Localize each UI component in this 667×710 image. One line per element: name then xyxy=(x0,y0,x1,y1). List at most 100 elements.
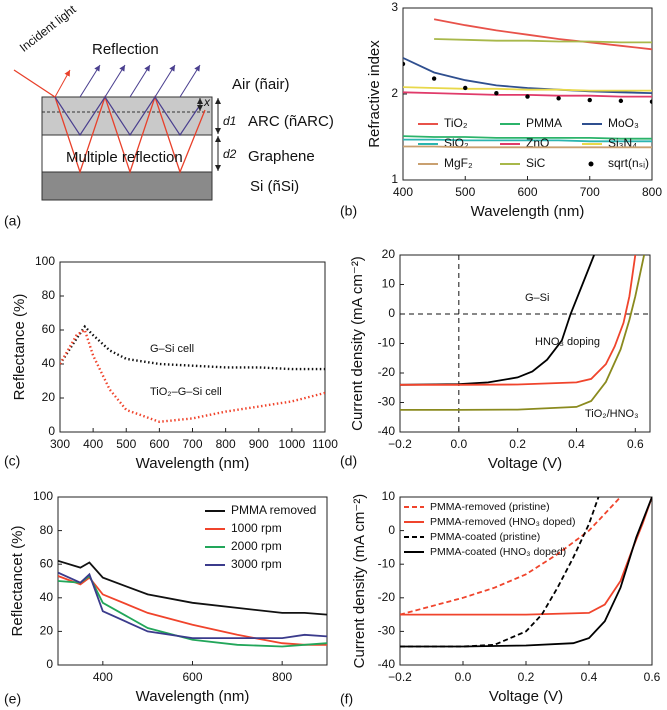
reflected-ray xyxy=(104,64,126,98)
y-tick-label: 20 xyxy=(382,247,396,261)
layer-label: ARC (ñARC) xyxy=(248,113,334,130)
legend-label: MgF₂ xyxy=(444,156,473,170)
y-tick-label: 60 xyxy=(42,322,56,336)
series-line xyxy=(400,255,637,386)
series-line xyxy=(403,145,652,149)
x-tick-label: 500 xyxy=(116,437,136,451)
data-point xyxy=(463,85,468,91)
si-layer xyxy=(41,171,213,201)
data-point xyxy=(618,98,624,104)
y-tick-label: -10 xyxy=(378,336,396,350)
series-line xyxy=(58,559,327,616)
legend-label: PMMA xyxy=(526,116,562,130)
legend-label: TiO₂ xyxy=(444,116,468,130)
plot-frame xyxy=(399,254,651,433)
y-tick-label: 100 xyxy=(35,254,55,268)
series-line xyxy=(400,497,652,648)
layer-label: Graphene xyxy=(248,148,315,165)
y-tick-label: -40 xyxy=(378,424,396,438)
series-line xyxy=(58,575,327,646)
y-axis-title: Current density (mA cm⁻²) xyxy=(351,494,368,669)
chart-panel: −0.2 0.0 0.2 0.4 0.6 -40 -30 -20 -10 0 10 20 Voltage… xyxy=(340,247,651,472)
x-tick-label: 800 xyxy=(272,670,292,684)
legend-label: PMMA-removed (HNO₃ doped) xyxy=(430,516,575,528)
x-tick-label: 500 xyxy=(455,185,475,199)
y-tick-label: -30 xyxy=(378,395,396,409)
series-line xyxy=(434,38,652,44)
series-line xyxy=(433,18,652,51)
chart-panel: −0.2 0.0 0.2 0.4 0.6 -40 -30 -20 -10 0 10 Voltage (… xyxy=(340,489,661,707)
x-axis-title: Voltage (V) xyxy=(489,688,563,705)
panel-label: (d) xyxy=(340,453,357,469)
y-tick-label: 10 xyxy=(382,277,396,291)
legend-label: PMMA-coated (HNO₃ doped) xyxy=(430,546,566,558)
x-tick-label: 1000 xyxy=(279,437,306,451)
light-path xyxy=(13,69,206,175)
data-point xyxy=(431,76,437,81)
panel-label: (b) xyxy=(340,203,357,219)
y-tick-label: 3 xyxy=(391,0,398,14)
diagram: Incident light Reflection Air (ñair) ARC… xyxy=(4,2,334,229)
x-tick-label: 400 xyxy=(93,670,113,684)
dimension-label: d1 xyxy=(223,114,236,128)
series-line xyxy=(403,138,652,143)
x-tick-label: 700 xyxy=(182,437,202,451)
y-tick-label: -30 xyxy=(378,624,396,638)
y-tick-label: 40 xyxy=(42,356,56,370)
y-tick-label: -20 xyxy=(378,365,396,379)
series-line xyxy=(403,135,652,140)
y-tick-label: 60 xyxy=(40,556,54,570)
chart-panel: 400 600 800 0 20 40 60 80 100 Wavelength (nm) Refl… xyxy=(4,489,328,707)
dimension-label: x xyxy=(203,95,211,109)
reflected-ray xyxy=(79,64,101,98)
legend-label: SiC xyxy=(526,156,546,170)
data-point xyxy=(403,61,406,67)
x-tick-label: 0.6 xyxy=(644,670,661,684)
series-label: TiO₂/HNO₃ xyxy=(585,408,639,420)
data-point xyxy=(525,94,530,99)
x-tick-label: 0.4 xyxy=(581,670,598,684)
panel-label: (e) xyxy=(4,691,21,707)
y-tick-label: 20 xyxy=(40,624,54,638)
data-point xyxy=(494,90,499,96)
series-line xyxy=(58,574,327,648)
y-axis-title: Refractive index xyxy=(366,40,383,148)
y-axis-title: Reflectance (%) xyxy=(11,294,28,401)
legend-label: 1000 rpm xyxy=(231,521,282,535)
y-tick-label: 80 xyxy=(42,288,56,302)
y-tick-label: 0 xyxy=(48,424,55,438)
x-tick-label: 800 xyxy=(642,185,662,199)
panel-label: (f) xyxy=(340,691,353,707)
x-tick-label: −0.2 xyxy=(388,437,412,451)
layer-label: Air (ñair) xyxy=(232,76,290,93)
y-tick-label: -40 xyxy=(378,657,396,671)
legend-label: sqrt(nₛᵢ) xyxy=(608,156,649,170)
dimension-label: d2 xyxy=(223,147,237,161)
legend-label: 2000 rpm xyxy=(231,539,282,553)
legend-label: PMMA-coated (pristine) xyxy=(430,531,540,543)
legend-label: 3000 rpm xyxy=(231,557,282,571)
legend-label: MoO₃ xyxy=(608,116,639,130)
y-tick-label: 1 xyxy=(391,172,398,186)
layer-label: Si (ñSi) xyxy=(250,178,299,195)
x-tick-label: 1100 xyxy=(312,437,338,451)
x-axis-title: Wavelength (nm) xyxy=(136,455,250,472)
series-line xyxy=(403,57,652,94)
x-tick-label: 600 xyxy=(517,185,537,199)
reflected-ray xyxy=(154,64,176,98)
reflected-ray xyxy=(54,69,71,98)
x-tick-label: 300 xyxy=(50,437,70,451)
y-axis-title: Reflectancet (%) xyxy=(9,526,26,637)
series-line xyxy=(403,86,652,92)
y-tick-label: 100 xyxy=(33,489,53,503)
x-tick-label: 400 xyxy=(393,185,413,199)
series-line xyxy=(400,255,595,386)
x-tick-label: 0.0 xyxy=(455,670,472,684)
x-tick-label: 600 xyxy=(149,437,169,451)
x-axis-title: Wavelength (nm) xyxy=(136,688,250,705)
series-line xyxy=(60,324,325,371)
data-point xyxy=(649,99,652,104)
x-tick-label: 600 xyxy=(182,670,202,684)
series-line xyxy=(400,497,622,616)
y-tick-label: 0 xyxy=(388,523,395,537)
